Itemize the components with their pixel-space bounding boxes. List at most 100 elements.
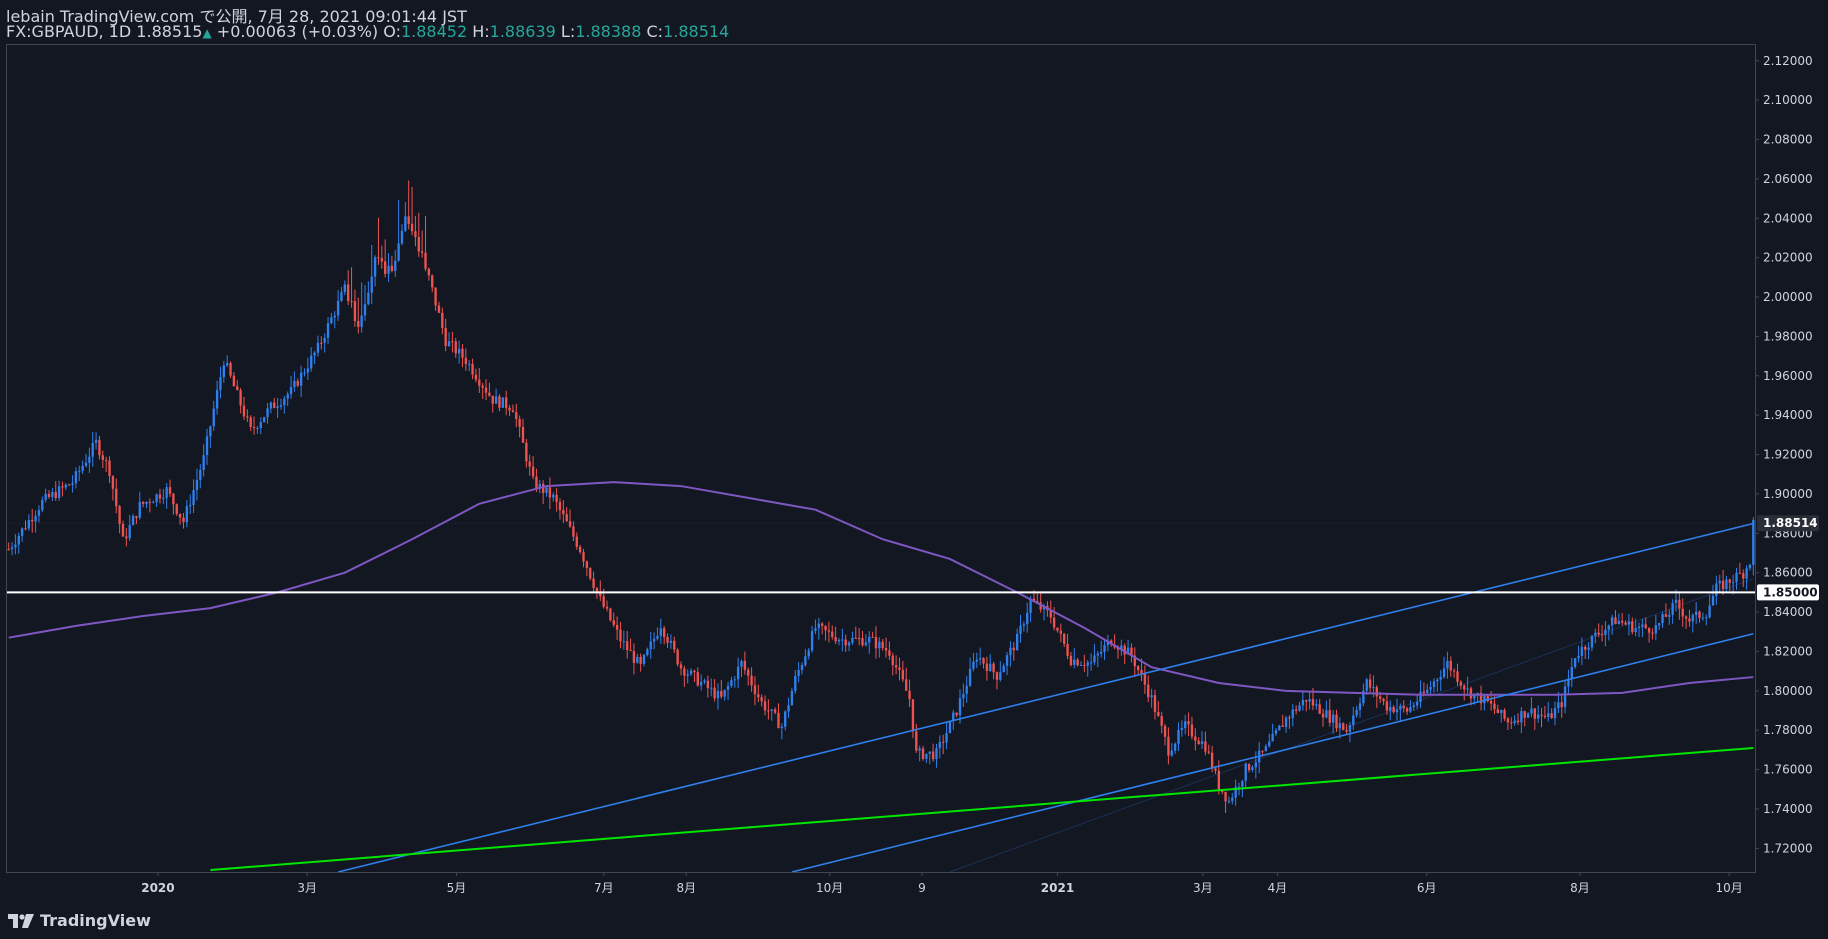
candle-body [676,649,679,665]
candle-body [57,486,61,499]
candle-body [1422,691,1426,694]
candle-body [1694,611,1698,616]
candle-body [868,636,871,643]
candle-body [481,385,484,388]
candle-body [205,436,209,456]
candle-body [68,484,71,486]
candle-body [663,628,666,637]
candle-body [1469,688,1473,699]
candle-body [810,630,814,651]
candle-body [1335,714,1338,729]
x-tick-label: 7月 [594,881,614,895]
candle-body [310,355,313,369]
candle-body [1079,664,1083,666]
candle-body [733,679,736,681]
candle-body [505,397,508,408]
symbol-legend[interactable]: FX:GBPAUD, 1D 1.88515▲ +0.00063 (+0.03%)… [6,22,729,41]
candle-body [908,690,911,700]
candle-body [168,487,172,494]
candle-body [1308,699,1311,702]
candle-body [780,726,784,729]
candle-body [1742,573,1745,579]
candle-body [326,323,330,338]
candle-body [111,476,115,489]
candle-body [1365,679,1368,691]
candle-body [31,520,34,522]
candle-body [266,408,269,418]
candle-body [1056,627,1059,631]
candle-body [1395,709,1399,713]
candle-body [431,275,434,288]
candle-body [1644,624,1647,629]
candle-body [864,642,868,646]
candle-body [468,363,471,365]
open-label: O: [383,22,401,41]
candle-body [915,731,918,751]
candle-body [1180,728,1184,731]
candle-body [1463,685,1466,690]
candle-body [494,396,498,404]
candle-body [905,679,908,691]
x-tick-label: 5月 [447,881,467,895]
candle-body [239,390,242,406]
candle-body [1120,645,1123,650]
candle-body [535,476,538,489]
candle-body [646,649,649,656]
y-tick-label: 1.78000 [1763,723,1813,737]
x-tick-label: 8月 [676,881,696,895]
candle-body [316,342,320,353]
y-tick-label: 1.82000 [1763,644,1813,658]
candle-body [824,625,827,631]
candle-body [81,465,84,471]
candle-body [992,663,995,673]
candle-body [1399,705,1402,710]
tradingview-logo[interactable]: TradingView [8,911,151,930]
candle-body [1059,630,1063,634]
candle-body [451,341,454,343]
candle-body [1345,729,1348,732]
candle-body [232,375,236,387]
candle-body [484,387,488,393]
candle-body [1241,780,1244,787]
high-label: H: [472,22,490,41]
candle-body [1368,679,1372,688]
candle-body [528,461,531,467]
candle-body [357,321,360,327]
candle-body [1382,698,1385,702]
candle-body [1674,599,1678,603]
candle-body [1456,671,1459,682]
candle-body [7,549,10,551]
chart-frame[interactable] [6,44,1756,873]
candle-body [958,698,962,716]
candle-body [289,386,293,395]
candle-body [844,639,847,646]
candle-body [420,251,424,253]
candle-body [1261,750,1264,752]
symbol-name[interactable]: FX:GBPAUD, 1D [6,22,132,41]
candle-body [696,672,699,686]
candle-body [582,552,585,562]
candle-body [1167,736,1170,756]
candle-body [394,260,397,271]
last-price: 1.88515 [136,22,203,41]
candle-body [1214,768,1217,771]
candle-body [710,687,713,689]
candle-body [945,733,948,743]
up-arrow-icon: ▲ [202,26,212,40]
candle-body [91,442,94,457]
candle-body [320,342,323,344]
y-tick-label: 2.12000 [1763,54,1813,68]
price-chart[interactable]: 2.12000 2.10000 2.08000 2.06000 2.04000 2.020… [0,0,1828,900]
candle-body [1641,624,1644,627]
candle-body [1251,767,1254,771]
candle-body [299,372,303,386]
candle-body [330,317,333,324]
candle-body [236,386,239,391]
candle-body [427,268,431,276]
candle-body [1473,693,1476,699]
upper-trendline [337,522,1754,872]
candle-body [1325,710,1328,718]
candle-body [834,636,837,642]
candle-body [619,629,622,642]
candle-body [501,397,505,408]
